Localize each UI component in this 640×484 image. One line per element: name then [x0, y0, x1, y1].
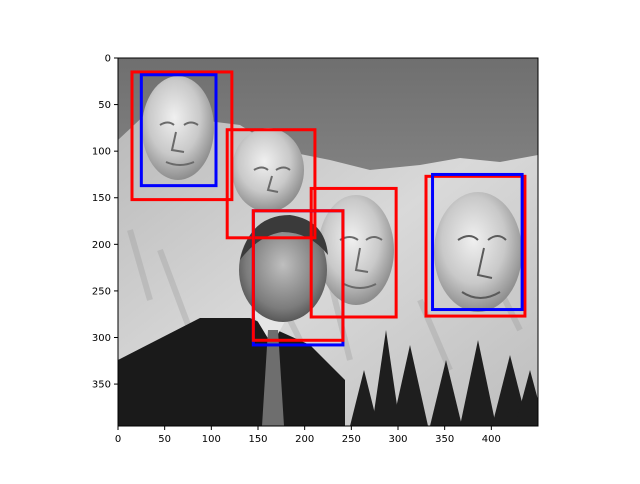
y-tick-label: 350: [92, 380, 111, 391]
lincoln-features: [457, 235, 507, 299]
x-tick-label: 250: [342, 434, 361, 445]
x-tick-label: 50: [158, 434, 171, 445]
red-box-washington: [130, 70, 234, 202]
man-face: [239, 218, 327, 322]
red-box-roosevelt: [309, 186, 398, 319]
x-tick-label: 150: [248, 434, 267, 445]
jefferson-features: [253, 166, 291, 193]
man-hair: [240, 215, 328, 260]
red-box-man: [251, 209, 345, 342]
photo-image: [118, 58, 538, 426]
x-tick-label: 0: [115, 434, 121, 445]
y-axis: 0 50 100 150 200 250 300 350: [92, 54, 118, 391]
x-tick-label: 350: [435, 434, 454, 445]
x-tick-label: 100: [202, 434, 221, 445]
x-tick-label: 300: [388, 434, 407, 445]
carved-face-roosevelt: [318, 195, 394, 305]
axes-frame: [117, 57, 539, 427]
pine-trees: [350, 330, 538, 426]
y-tick-label: 200: [92, 240, 111, 251]
y-tick-label: 150: [92, 193, 111, 204]
red-box-lincoln: [424, 174, 527, 318]
carved-face-washington: [142, 76, 214, 180]
x-tick-label: 400: [482, 434, 501, 445]
bounding-boxes: [130, 70, 527, 347]
x-axis: 0 50 100 150 200 250 300 350 400: [115, 426, 501, 445]
x-tick-label: 200: [295, 434, 314, 445]
carved-face-lincoln: [434, 192, 522, 312]
y-tick-label: 250: [92, 286, 111, 297]
red-box-jefferson: [225, 128, 317, 240]
washington-features: [159, 121, 199, 166]
y-tick-label: 100: [92, 147, 111, 158]
y-tick-label: 50: [98, 100, 111, 111]
man-tie: [262, 330, 284, 426]
y-tick-label: 0: [105, 54, 111, 65]
y-tick-label: 300: [92, 333, 111, 344]
blue-box-lincoln: [431, 172, 524, 312]
blue-box-washington: [139, 73, 218, 188]
roosevelt-features: [339, 236, 383, 289]
